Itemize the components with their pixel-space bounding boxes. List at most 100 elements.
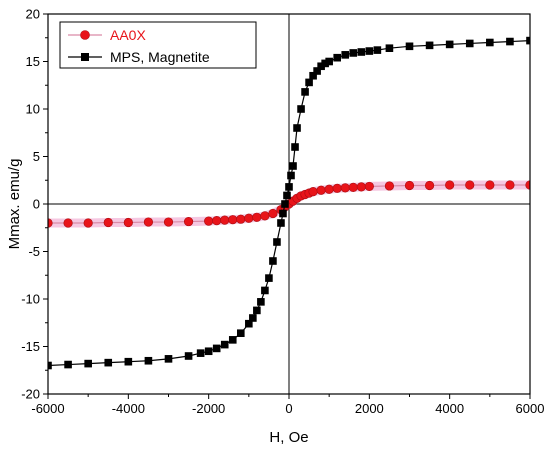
series-1 [48, 36, 530, 370]
data-point [212, 344, 221, 353]
data-point [505, 180, 515, 190]
data-point [348, 182, 358, 192]
data-point [64, 360, 72, 369]
data-point [324, 184, 334, 194]
y-tick-label: 20 [26, 7, 40, 22]
data-point [316, 185, 326, 195]
data-point [269, 257, 277, 265]
data-point [309, 71, 317, 80]
data-point [252, 212, 262, 222]
y-tick-label: -5 [28, 244, 40, 259]
y-tick-label: 0 [33, 197, 40, 212]
legend-marker-aa0x [80, 30, 90, 40]
data-point [257, 298, 265, 306]
data-point [291, 143, 299, 151]
data-point [364, 181, 374, 192]
data-point [405, 42, 414, 51]
y-axis-title: Mmax. emu/g [6, 159, 23, 250]
data-point [349, 49, 358, 57]
data-point [425, 41, 434, 50]
x-axis-title: H, Oe [269, 429, 308, 446]
series-layer [48, 36, 530, 370]
legend-item-magnetite: MPS, Magnetite [68, 49, 210, 65]
data-point [204, 216, 214, 226]
data-point [313, 67, 321, 75]
data-point [445, 40, 454, 49]
data-point [287, 171, 295, 180]
data-point [526, 36, 530, 45]
data-point [277, 219, 285, 227]
data-point [341, 51, 350, 59]
data-point [321, 59, 329, 68]
ticks-layer: -6000 -4000 -2000 0 2000 4000 6000 -20 -15 -10 -5 0… [21, 7, 544, 417]
x-tick-label: 2000 [355, 401, 384, 416]
data-point [356, 182, 366, 192]
data-point [228, 336, 237, 344]
data-point [465, 180, 475, 190]
data-point [163, 217, 174, 227]
x-tick-label: 4000 [435, 401, 464, 416]
data-point [237, 329, 245, 337]
data-point [261, 286, 269, 295]
legend-item-aa0x: AA0X [68, 27, 146, 43]
x-tick-label: -6000 [31, 401, 64, 416]
data-point [283, 191, 291, 200]
legend-marker-magnetite [81, 53, 89, 61]
data-point [265, 274, 273, 282]
data-point [228, 215, 238, 225]
data-point [373, 46, 382, 54]
data-point [279, 209, 287, 218]
legend-label-magnetite: MPS, Magnetite [110, 49, 210, 65]
data-point [245, 319, 253, 328]
data-point [268, 208, 278, 219]
data-point [183, 216, 194, 227]
data-point [486, 38, 494, 47]
data-point [293, 124, 301, 132]
data-point [204, 347, 213, 356]
data-point [84, 359, 92, 368]
data-point [340, 183, 350, 193]
data-point [317, 62, 325, 71]
data-point [212, 216, 222, 226]
data-point [184, 352, 193, 360]
data-point [308, 187, 318, 197]
data-point [253, 306, 261, 315]
legend-box [59, 21, 257, 69]
data-point [123, 217, 133, 228]
data-point [445, 180, 455, 190]
y-tick-label: 5 [33, 149, 40, 164]
x-tick-label: -4000 [112, 401, 145, 416]
data-point [143, 217, 154, 227]
data-point [385, 44, 394, 52]
data-point [260, 211, 270, 221]
data-point [273, 238, 281, 246]
data-point [384, 181, 395, 191]
data-point [465, 39, 474, 48]
data-point [506, 37, 514, 46]
data-point [365, 47, 374, 55]
data-point [285, 183, 293, 191]
data-point [196, 349, 205, 357]
x-tick-label: 6000 [516, 401, 545, 416]
data-point [83, 218, 93, 228]
data-point [103, 217, 113, 228]
legend: AA0X MPS, Magnetite [59, 21, 257, 69]
y-tick-label: -10 [21, 292, 40, 307]
data-point [357, 48, 366, 56]
data-point [48, 361, 52, 370]
data-point [485, 180, 495, 190]
data-point [220, 215, 230, 225]
series-0 [48, 180, 530, 228]
data-point [404, 180, 415, 191]
data-point [220, 340, 229, 349]
data-point [332, 183, 342, 193]
data-point [144, 356, 153, 365]
data-point [301, 88, 309, 96]
data-point [244, 213, 254, 223]
data-point [289, 162, 297, 170]
y-tick-label: -20 [21, 387, 40, 402]
y-tick-label: 15 [26, 54, 40, 69]
data-point [297, 105, 305, 113]
y-tick-label: -15 [21, 339, 40, 354]
